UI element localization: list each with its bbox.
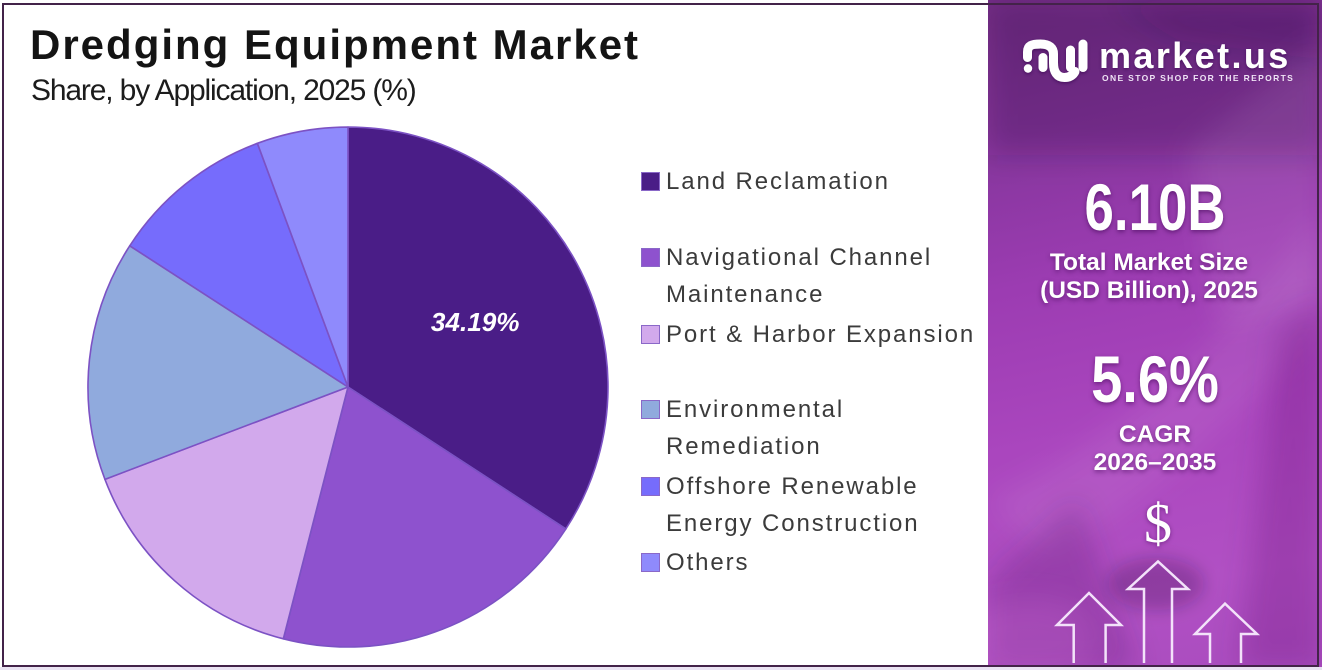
svg-text:34.19%: 34.19% — [431, 307, 520, 337]
svg-text:market.us: market.us — [1099, 35, 1291, 76]
svg-text:ONE STOP SHOP FOR THE REPORTS: ONE STOP SHOP FOR THE REPORTS — [1102, 73, 1294, 83]
